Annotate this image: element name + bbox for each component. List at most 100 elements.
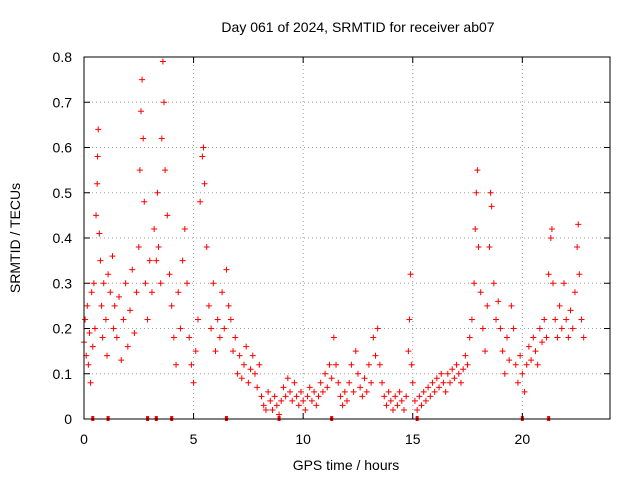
data-point xyxy=(457,379,464,386)
data-point xyxy=(162,167,169,174)
data-point xyxy=(317,379,324,386)
data-point xyxy=(436,384,443,391)
x-tick-label: 10 xyxy=(295,431,311,447)
data-point xyxy=(173,361,180,368)
data-point xyxy=(363,388,370,395)
data-point xyxy=(519,370,526,377)
data-point xyxy=(122,280,129,287)
data-point xyxy=(365,361,372,368)
data-point xyxy=(477,289,484,296)
data-point xyxy=(427,393,434,400)
data-point xyxy=(153,257,160,264)
data-point xyxy=(414,406,421,413)
data-point xyxy=(474,167,481,174)
data-point xyxy=(569,325,576,332)
data-point xyxy=(447,379,454,386)
data-point xyxy=(203,244,210,251)
data-point xyxy=(141,198,148,205)
data-point xyxy=(341,388,348,395)
data-point xyxy=(468,316,475,323)
data-point xyxy=(188,361,195,368)
data-point xyxy=(528,357,535,364)
data-point xyxy=(383,402,390,409)
y-axis-label: SRMTID / TECUs xyxy=(7,183,23,293)
data-point xyxy=(107,289,114,296)
data-point xyxy=(514,379,521,386)
data-point xyxy=(238,375,245,382)
data-point xyxy=(486,244,493,251)
data-point xyxy=(560,280,567,287)
data-point xyxy=(293,393,300,400)
data-point xyxy=(508,302,515,309)
data-points xyxy=(81,58,587,418)
data-point xyxy=(159,58,166,65)
grid-lines xyxy=(84,57,610,419)
data-point xyxy=(346,379,353,386)
data-point xyxy=(160,99,167,106)
data-point xyxy=(311,388,318,395)
data-point xyxy=(236,352,243,359)
data-point xyxy=(576,271,583,278)
data-point xyxy=(479,325,486,332)
data-point xyxy=(344,397,350,404)
data-point xyxy=(554,334,561,341)
data-point xyxy=(357,384,364,391)
data-point xyxy=(403,393,410,400)
data-point xyxy=(449,366,456,373)
data-point xyxy=(100,280,107,287)
data-point xyxy=(265,388,272,395)
data-point xyxy=(85,361,92,368)
data-point xyxy=(406,316,413,323)
data-point xyxy=(565,334,572,341)
data-point xyxy=(497,325,504,332)
data-point xyxy=(194,316,201,323)
data-point xyxy=(89,343,96,350)
data-point xyxy=(400,406,407,413)
data-point xyxy=(376,361,383,368)
data-point xyxy=(240,361,247,368)
y-tick-label: 0 xyxy=(64,411,72,427)
data-point xyxy=(282,393,289,400)
data-point xyxy=(221,325,228,332)
y-axis-ticks: 0 0.1 0.2 0.3 0.4 0.5 0.6 0.7 0.8 xyxy=(53,49,610,427)
data-point xyxy=(532,348,539,355)
data-point xyxy=(563,316,570,323)
data-point xyxy=(208,325,215,332)
data-point xyxy=(200,144,207,151)
data-point xyxy=(109,253,116,260)
data-point xyxy=(442,388,449,395)
data-point xyxy=(197,198,204,205)
data-point xyxy=(230,348,237,355)
data-point xyxy=(124,343,131,350)
x-tick-label: 15 xyxy=(405,431,421,447)
data-point xyxy=(214,316,221,323)
data-point xyxy=(110,325,117,332)
data-point xyxy=(580,334,587,341)
data-point xyxy=(95,126,102,133)
data-point xyxy=(370,334,377,341)
data-point xyxy=(97,257,104,264)
data-point xyxy=(181,225,188,232)
data-point xyxy=(379,379,386,386)
data-point xyxy=(490,280,497,287)
data-point xyxy=(381,393,388,400)
data-point xyxy=(359,393,366,400)
data-point xyxy=(416,393,423,400)
data-point xyxy=(225,302,232,309)
data-point xyxy=(94,180,101,187)
data-point xyxy=(548,225,555,232)
data-point xyxy=(142,280,149,287)
data-point xyxy=(523,361,530,368)
data-point xyxy=(506,357,513,364)
data-point xyxy=(422,397,429,404)
chart-title: Day 061 of 2024, SRMTID for receiver ab0… xyxy=(221,19,494,35)
x-axis-label: GPS time / hours xyxy=(293,457,400,473)
data-point xyxy=(574,244,581,251)
data-point xyxy=(82,316,89,323)
y-tick-label: 0.6 xyxy=(53,140,73,156)
data-point xyxy=(308,397,315,404)
data-point xyxy=(144,316,151,323)
data-point xyxy=(245,379,252,386)
data-point xyxy=(464,361,471,368)
data-point xyxy=(387,397,394,404)
